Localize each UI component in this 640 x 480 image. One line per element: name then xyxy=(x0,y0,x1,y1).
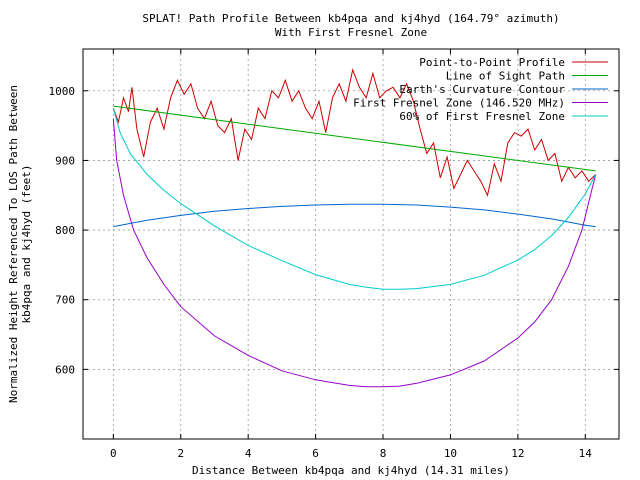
series-group xyxy=(112,68,597,388)
x-tick-label: 10 xyxy=(444,447,457,460)
x-tick-label: 2 xyxy=(177,447,184,460)
x-tick-label: 12 xyxy=(511,447,524,460)
x-tick-label: 6 xyxy=(312,447,319,460)
y-tick-label: 600 xyxy=(55,363,75,376)
series-line-point-to-point-profile xyxy=(112,68,597,197)
grid xyxy=(83,49,619,439)
y-tick-label: 900 xyxy=(55,154,75,167)
x-tick-label: 0 xyxy=(110,447,117,460)
series-line-line-of-sight-path xyxy=(113,105,596,172)
x-tick-label: 14 xyxy=(579,447,593,460)
y-axis-label-line-2: kb4pqa and kj4hyd (feet) xyxy=(20,165,33,324)
y-tick-label: 800 xyxy=(55,224,75,237)
x-axis-label: Distance Between kb4pqa and kj4hyd (14.3… xyxy=(192,464,510,477)
x-tick-label: 8 xyxy=(380,447,387,460)
y-tick-label: 1000 xyxy=(49,85,76,98)
chart-subtitle: With First Fresnel Zone xyxy=(275,26,427,39)
axis-ticks: 0 2 4 6 8 10 12 14 600 700 800 900 1000 xyxy=(49,49,619,460)
legend-label-first-fresnel-zone: First Fresnel Zone (146.520 MHz) xyxy=(353,97,565,110)
x-tick-label: 4 xyxy=(245,447,252,460)
plot-frame xyxy=(82,48,620,440)
series-line-earth-curvature-contour xyxy=(113,203,596,228)
legend-label-earth-curvature-contour: Earth's Curvature Contour xyxy=(399,83,565,96)
legend-label-line-of-sight-path: Line of Sight Path xyxy=(446,70,565,83)
chart-title: SPLAT! Path Profile Between kb4pqa and k… xyxy=(142,12,559,25)
series-line-sixty-percent-fresnel-zone xyxy=(112,108,597,290)
legend-label-sixty-percent-fresnel-zone: 60% of First Fresnel Zone xyxy=(399,110,565,123)
y-axis-label-line-1: Normalized Height Referenced To LOS Path… xyxy=(7,85,20,403)
legend-label-point-to-point-profile: Point-to-Point Profile xyxy=(419,56,565,69)
series-line-first-fresnel-zone xyxy=(112,118,597,388)
y-tick-label: 700 xyxy=(55,294,75,307)
